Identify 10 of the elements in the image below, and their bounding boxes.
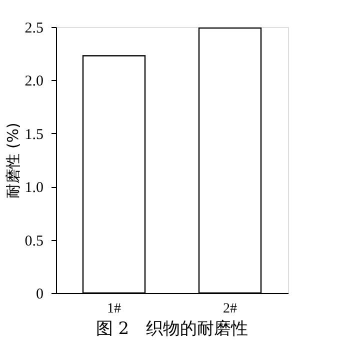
y-tick-label: 0.5 (24, 233, 44, 250)
x-tick-label: 2# (223, 302, 237, 316)
y-tick-label: 0 (36, 286, 44, 302)
y-tick-label: 2.0 (24, 74, 44, 90)
x-tick-label: 1# (107, 302, 121, 316)
y-tick-label: 1.0 (24, 180, 44, 196)
text: 图 2 织物的耐磨性 (96, 319, 248, 339)
y-axis-title: 耐磨性 (%) (4, 122, 22, 198)
y-tick-label: 2.5 (24, 20, 44, 36)
y-tick-label: 1.5 (24, 126, 44, 143)
